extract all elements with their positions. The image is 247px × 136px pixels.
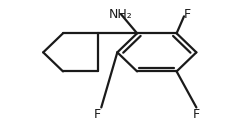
Text: F: F (94, 108, 101, 121)
Text: NH₂: NH₂ (109, 8, 133, 21)
Text: F: F (184, 8, 191, 21)
Text: F: F (193, 108, 200, 121)
